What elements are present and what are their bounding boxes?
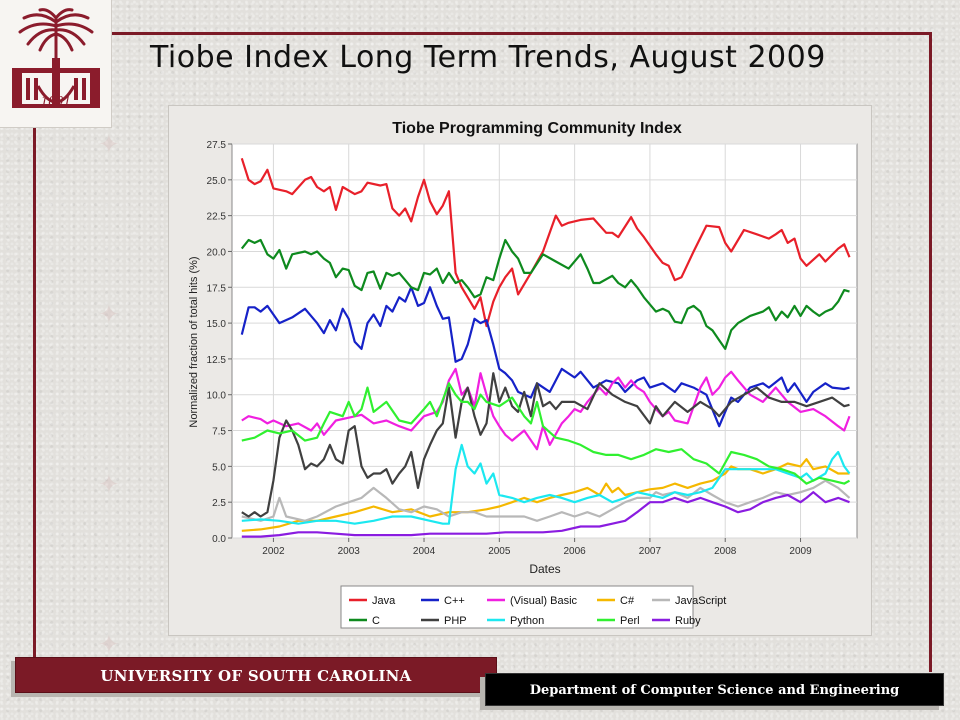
series-line-perl bbox=[241, 382, 851, 485]
series-line-java bbox=[240, 157, 851, 328]
y-tick-label: 15.0 bbox=[207, 319, 227, 330]
legend: Java C++ (Visual) Basic C# JavaScript C PHP Pyt… bbox=[340, 585, 726, 629]
y-axis-label: Normalized fraction of total hits (%) bbox=[188, 256, 200, 427]
palmetto-tree-seal-icon: 1801 bbox=[12, 8, 100, 108]
legend-entry: PHP bbox=[444, 615, 467, 627]
y-tick-label: 25.0 bbox=[207, 176, 227, 187]
grid bbox=[232, 143, 857, 539]
x-axis: 2002 2003 2004 2005 2006 2007 2008 2009 bbox=[262, 538, 812, 557]
series-line-ruby bbox=[241, 491, 850, 538]
legend-entry: (Visual) Basic bbox=[510, 595, 578, 607]
legend-entry: Java bbox=[372, 595, 396, 607]
x-tick-label: 2006 bbox=[563, 546, 586, 557]
series-line-python bbox=[241, 443, 851, 525]
series-line--visual-basic bbox=[241, 367, 851, 451]
legend-entry: Python bbox=[510, 615, 544, 627]
background-watermark: ✦ bbox=[98, 300, 120, 330]
x-axis-label: Dates bbox=[529, 562, 560, 576]
legend-entry: JavaScript bbox=[675, 595, 726, 607]
x-tick-label: 2004 bbox=[413, 546, 436, 557]
legend-box bbox=[340, 585, 694, 629]
series-line-php bbox=[241, 372, 850, 518]
series-lines bbox=[240, 157, 851, 538]
legend-entry: Ruby bbox=[675, 615, 701, 627]
line-chart: Tiobe Programming Community Index 0.0 2.5… bbox=[188, 120, 858, 629]
legend-entry: C# bbox=[620, 595, 635, 607]
series-line-javascript bbox=[241, 479, 851, 522]
x-tick-label: 2007 bbox=[639, 546, 662, 557]
slide-frame-left bbox=[33, 32, 36, 672]
y-tick-label: 0.0 bbox=[212, 534, 226, 545]
y-tick-label: 27.5 bbox=[207, 140, 227, 151]
series-line-csharp bbox=[241, 458, 850, 532]
y-tick-label: 12.5 bbox=[207, 355, 227, 366]
y-tick-label: 10.0 bbox=[207, 391, 227, 402]
y-tick-label: 20.0 bbox=[207, 247, 227, 258]
legend-entry: C++ bbox=[444, 595, 465, 607]
legend-entry: C bbox=[372, 615, 380, 627]
slide-frame-top bbox=[112, 32, 932, 35]
chart-title: Tiobe Programming Community Index bbox=[392, 120, 682, 137]
slide-frame-right bbox=[929, 32, 932, 672]
chart-panel: Tiobe Programming Community Index 0.0 2.5… bbox=[168, 105, 872, 636]
department-banner: Department of Computer Science and Engin… bbox=[485, 673, 944, 706]
y-tick-label: 7.5 bbox=[212, 427, 226, 438]
background-watermark: ✦ bbox=[98, 630, 120, 660]
y-axis: 0.0 2.5 5.0 7.5 10.0 12.5 15.0 17.5 20.0 22.5 25.0… bbox=[207, 140, 232, 545]
x-tick-label: 2003 bbox=[338, 546, 361, 557]
background-watermark: ✦ bbox=[98, 130, 120, 160]
slide-title: Tiobe Index Long Term Trends, August 200… bbox=[150, 40, 826, 75]
plot-area bbox=[231, 143, 858, 539]
y-tick-label: 5.0 bbox=[212, 462, 226, 473]
background-watermark: ✦ bbox=[98, 470, 120, 500]
series-line-c bbox=[240, 238, 850, 350]
x-tick-label: 2008 bbox=[714, 546, 737, 557]
y-tick-label: 17.5 bbox=[207, 283, 227, 294]
y-tick-label: 22.5 bbox=[207, 212, 227, 223]
logo-year: 1801 bbox=[41, 94, 72, 108]
x-tick-label: 2005 bbox=[488, 546, 511, 557]
university-logo: 1801 bbox=[0, 0, 112, 128]
x-tick-label: 2002 bbox=[262, 546, 285, 557]
university-banner: UNIVERSITY OF SOUTH CAROLINA bbox=[15, 657, 497, 693]
x-tick-label: 2009 bbox=[789, 546, 812, 557]
y-tick-label: 2.5 bbox=[212, 498, 226, 509]
legend-entry: Perl bbox=[620, 615, 640, 627]
